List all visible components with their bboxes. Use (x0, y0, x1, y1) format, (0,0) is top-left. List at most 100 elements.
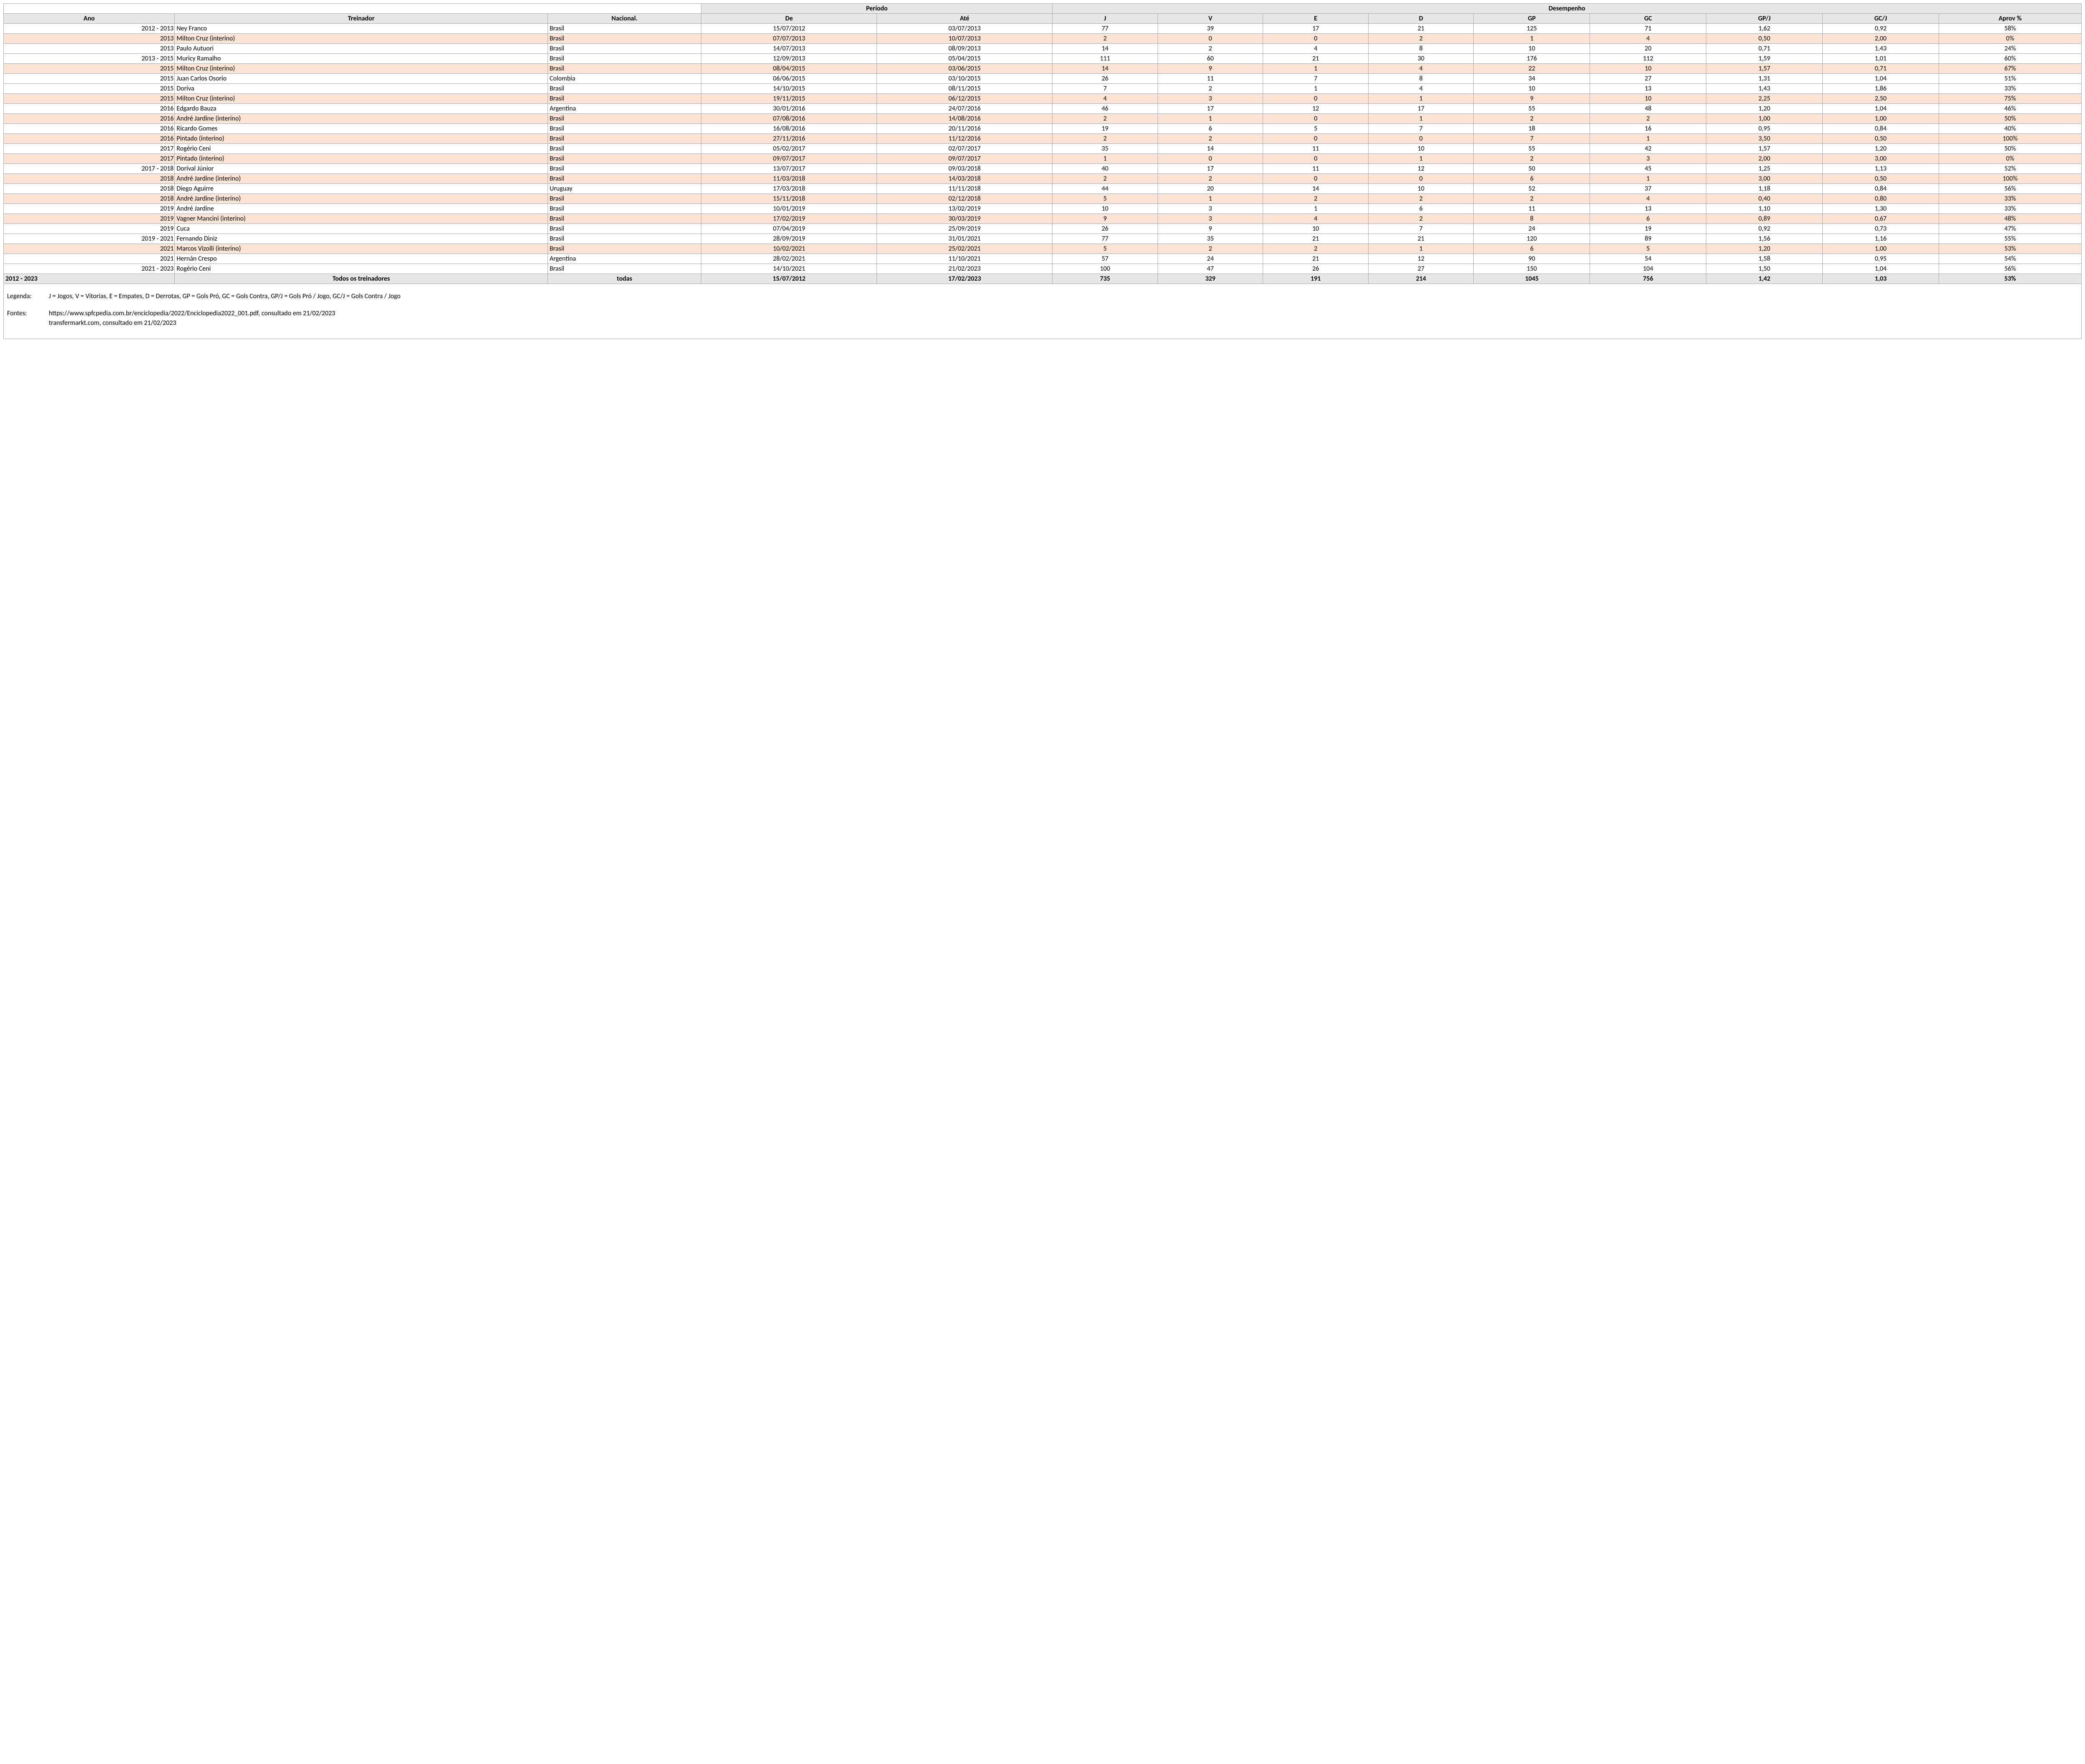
cell-v: 20 (1158, 184, 1263, 194)
table-row: 2016André Jardine (interino)Brasil07/08/… (4, 114, 2082, 124)
cell-ano: 2013 (4, 34, 175, 44)
cell-ate: 11/11/2018 (877, 184, 1053, 194)
cell-j: 14 (1053, 64, 1158, 74)
cell-e: 26 (1263, 264, 1369, 274)
cell-j: 2 (1053, 114, 1158, 124)
cell-de: 07/07/2013 (701, 34, 877, 44)
cell-ate: 03/07/2013 (877, 24, 1053, 34)
cell-trein: André Jardine (interino) (175, 194, 548, 204)
cell-gpj: 0,89 (1706, 214, 1823, 224)
cell-gcj: 0,67 (1823, 214, 1939, 224)
cell-d: 4 (1368, 64, 1474, 74)
cell-apr: 100% (1939, 174, 2081, 184)
cell-v: 3 (1158, 214, 1263, 224)
fontes-line2: transfermarkt.com, consultado em 21/02/2… (49, 319, 2078, 327)
cell-gp: 9 (1474, 94, 1590, 104)
cell-v: 2 (1158, 44, 1263, 54)
fontes-line1: https://www.spfcpedia.com.br/enciclopedi… (49, 309, 2078, 317)
cell-de: 12/09/2013 (701, 54, 877, 64)
cell-apr: 54% (1939, 254, 2081, 264)
cell-v: 9 (1158, 64, 1263, 74)
cell-gp: 2 (1474, 154, 1590, 164)
cell-ano: 2017 (4, 144, 175, 154)
cell-ano: 2013 (4, 44, 175, 54)
table-row: 2019André JardineBrasil10/01/201913/02/2… (4, 204, 2082, 214)
cell-ano: 2019 (4, 214, 175, 224)
cell-de: 10/01/2019 (701, 204, 877, 214)
cell-apr: 100% (1939, 134, 2081, 144)
cell-ate: 06/12/2015 (877, 94, 1053, 104)
cell-j: 26 (1053, 224, 1158, 234)
cell-gcj: 1,00 (1823, 114, 1939, 124)
cell-ate: 09/07/2017 (877, 154, 1053, 164)
cell-gcj: 1,04 (1823, 104, 1939, 114)
col-gcj: GC/J (1823, 14, 1939, 24)
cell-e: 11 (1263, 144, 1369, 154)
cell-trein: Dorival Júnior (175, 164, 548, 174)
cell-ate: 08/11/2015 (877, 84, 1053, 94)
cell-trein: Ricardo Gomes (175, 124, 548, 134)
cell-j: 77 (1053, 24, 1158, 34)
cell-gc: 10 (1590, 64, 1706, 74)
cell-ate: 31/01/2021 (877, 234, 1053, 244)
cell-trein: Pintado (interino) (175, 154, 548, 164)
cell-nac: Brasil (548, 244, 701, 254)
cell-nac: Brasil (548, 194, 701, 204)
cell-v: 39 (1158, 24, 1263, 34)
cell-gp: 1 (1474, 34, 1590, 44)
cell-e: 14 (1263, 184, 1369, 194)
cell-d: 21 (1368, 234, 1474, 244)
cell-v: 1 (1158, 194, 1263, 204)
cell-e: 0 (1263, 34, 1369, 44)
cell-v: 3 (1158, 94, 1263, 104)
cell-de: 14/10/2015 (701, 84, 877, 94)
total-cell-ano: 2012 - 2023 (4, 274, 175, 284)
cell-v: 9 (1158, 224, 1263, 234)
cell-apr: 24% (1939, 44, 2081, 54)
cell-nac: Brasil (548, 214, 701, 224)
col-treinador: Treinador (175, 14, 548, 24)
cell-ano: 2018 (4, 194, 175, 204)
cell-ano: 2015 (4, 74, 175, 84)
col-e: E (1263, 14, 1369, 24)
cell-gc: 71 (1590, 24, 1706, 34)
cell-ate: 08/09/2013 (877, 44, 1053, 54)
total-cell-gp: 1045 (1474, 274, 1590, 284)
cell-ate: 24/07/2016 (877, 104, 1053, 114)
cell-de: 15/07/2012 (701, 24, 877, 34)
total-cell-d: 214 (1368, 274, 1474, 284)
cell-gcj: 0,50 (1823, 134, 1939, 144)
cell-nac: Brasil (548, 124, 701, 134)
cell-e: 1 (1263, 204, 1369, 214)
cell-e: 1 (1263, 84, 1369, 94)
cell-apr: 0% (1939, 154, 2081, 164)
fontes-label: Fontes: (7, 309, 49, 317)
cell-e: 4 (1263, 214, 1369, 224)
cell-gcj: 0,71 (1823, 64, 1939, 74)
footer-block: Legenda: J = Jogos, V = Vitorias, E = Em… (3, 284, 2082, 339)
table-row: 2012 - 2013Ney FrancoBrasil15/07/201203/… (4, 24, 2082, 34)
cell-d: 1 (1368, 154, 1474, 164)
cell-gpj: 3,00 (1706, 174, 1823, 184)
cell-d: 6 (1368, 204, 1474, 214)
cell-e: 21 (1263, 254, 1369, 264)
cell-gp: 24 (1474, 224, 1590, 234)
cell-d: 8 (1368, 44, 1474, 54)
cell-trein: Milton Cruz (interino) (175, 34, 548, 44)
cell-de: 06/06/2015 (701, 74, 877, 84)
cell-v: 6 (1158, 124, 1263, 134)
cell-gp: 11 (1474, 204, 1590, 214)
cell-e: 0 (1263, 134, 1369, 144)
table-row: 2018André Jardine (interino)Brasil11/03/… (4, 174, 2082, 184)
cell-e: 0 (1263, 154, 1369, 164)
cell-trein: Milton Cruz (interino) (175, 94, 548, 104)
cell-d: 1 (1368, 244, 1474, 254)
cell-gc: 16 (1590, 124, 1706, 134)
cell-gcj: 1,04 (1823, 264, 1939, 274)
cell-de: 15/11/2018 (701, 194, 877, 204)
cell-gcj: 1,20 (1823, 144, 1939, 154)
cell-ate: 21/02/2023 (877, 264, 1053, 274)
cell-e: 0 (1263, 94, 1369, 104)
cell-gcj: 1,30 (1823, 204, 1939, 214)
cell-gcj: 0,73 (1823, 224, 1939, 234)
